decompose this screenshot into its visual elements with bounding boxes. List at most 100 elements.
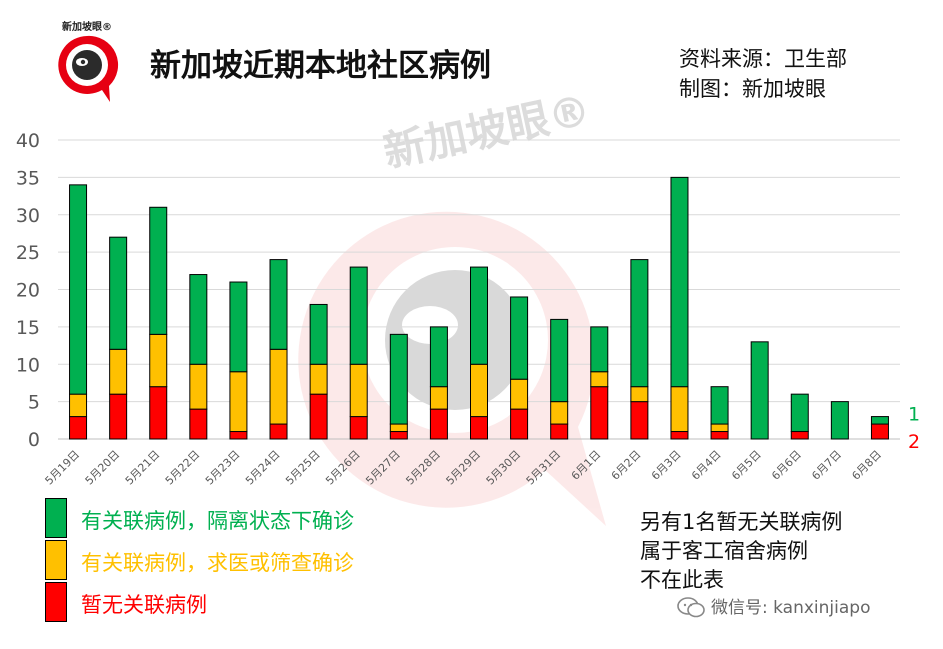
x-tick-label: 6月4日 xyxy=(689,448,724,483)
bar-segment xyxy=(550,423,569,440)
bar-segment xyxy=(470,363,488,418)
bar-segment xyxy=(109,348,128,395)
bar-segment xyxy=(790,393,809,433)
legend-swatch xyxy=(45,498,67,538)
legend-label: 有关联病例，求医或筛查确诊 xyxy=(81,551,354,575)
bar-segment xyxy=(269,348,288,425)
bar-segment xyxy=(710,386,729,425)
bar-segment xyxy=(670,176,689,388)
note-line: 不在此表 xyxy=(640,568,724,592)
x-tick-label: 5月19日 xyxy=(43,448,83,488)
legend-label: 有关联病例，隔离状态下确诊 xyxy=(81,509,354,533)
watermark-text: 新加坡眼® xyxy=(379,85,595,177)
bar-segment xyxy=(229,281,248,373)
wechat-id: 微信号: kanxinjiapo xyxy=(677,593,870,619)
chart-title: 新加坡近期本地社区病例 xyxy=(150,48,491,84)
bar-segment xyxy=(710,423,729,433)
bar-segment xyxy=(429,326,448,388)
bar-segment xyxy=(109,393,128,440)
bar-segment xyxy=(630,259,649,388)
watermark: 新加坡眼® xyxy=(298,85,606,526)
bar-segment xyxy=(470,416,488,440)
bar-segment xyxy=(389,333,408,425)
bar-segment xyxy=(229,371,248,433)
y-axis: 0 5 10 15 20 25 30 35 40 xyxy=(16,130,40,451)
x-tick-label: 5月23日 xyxy=(203,448,243,488)
bar-segment xyxy=(750,341,769,440)
y-tick-label: 5 xyxy=(28,392,40,414)
x-tick-label: 6月6日 xyxy=(769,448,804,483)
bar-segment xyxy=(189,274,208,365)
credit-line: 制图：新加坡眼 xyxy=(679,77,826,101)
bar-segment xyxy=(670,431,689,440)
bar-segment xyxy=(349,416,368,440)
y-tick-label: 0 xyxy=(28,429,40,451)
bar-segment xyxy=(870,423,889,440)
bar-segment xyxy=(349,363,368,418)
bar-segment xyxy=(870,416,889,425)
x-tick-label: 6月5日 xyxy=(729,448,764,483)
x-tick-label: 6月3日 xyxy=(649,448,684,483)
x-tick-label: 5月24日 xyxy=(243,448,283,488)
note-line: 属于客工宿舍病例 xyxy=(640,539,808,563)
legend-label: 暂无关联病例 xyxy=(81,593,207,617)
x-tick-label: 5月25日 xyxy=(283,448,323,488)
bar-segment xyxy=(189,408,208,440)
bar-segment xyxy=(710,431,729,440)
bar-segment xyxy=(149,333,168,388)
bar-segment xyxy=(269,423,288,440)
bar-segment xyxy=(69,416,88,440)
bar-segment xyxy=(510,296,529,380)
bar-segment xyxy=(189,363,208,410)
bar-segment xyxy=(109,236,128,350)
y-tick-label: 20 xyxy=(16,280,40,302)
bar-segment xyxy=(830,401,849,440)
wechat-icon xyxy=(677,597,705,618)
bar-segment xyxy=(149,386,168,440)
bar-segment xyxy=(550,318,569,403)
y-tick-label: 15 xyxy=(16,317,40,339)
y-tick-label: 40 xyxy=(16,130,40,152)
bar-segment xyxy=(470,266,488,365)
bar-segment xyxy=(149,206,168,335)
y-tick-label: 25 xyxy=(16,242,40,264)
end-labels: 12 xyxy=(908,404,920,453)
bar-segment xyxy=(69,184,88,395)
bar-segment xyxy=(630,386,649,403)
bar-segment xyxy=(550,401,569,425)
bar-segment xyxy=(229,431,248,440)
x-tick-label: 5月20日 xyxy=(83,448,123,488)
bar-segment xyxy=(269,259,288,350)
bar-segment xyxy=(309,363,328,395)
bar-segment xyxy=(670,386,689,433)
x-tick-label: 5月22日 xyxy=(163,448,203,488)
end-label-red: 2 xyxy=(908,431,920,453)
bar-segment xyxy=(389,431,408,440)
brand-logo: 新加坡眼® xyxy=(58,20,119,102)
bar-segment xyxy=(510,408,529,440)
source-line: 资料来源：卫生部 xyxy=(679,47,847,71)
bar-segment xyxy=(389,423,408,433)
bar-segment xyxy=(590,326,609,373)
bar-segment xyxy=(429,386,448,410)
x-tick-label: 6月2日 xyxy=(609,448,644,483)
bar-segment xyxy=(309,393,328,440)
y-tick-label: 30 xyxy=(16,205,40,227)
bar-segment xyxy=(510,378,529,410)
x-tick-label: 5月21日 xyxy=(123,448,163,488)
source-text: 资料来源：卫生部 制图：新加坡眼 xyxy=(679,44,847,104)
logo-text: 新加坡眼® xyxy=(62,20,112,33)
note-line: 另有1名暂无关联病例 xyxy=(640,510,843,534)
x-tick-label: 6月7日 xyxy=(809,448,844,483)
legend-swatch xyxy=(45,540,67,580)
bar-segment xyxy=(590,386,609,440)
bar-segment xyxy=(630,401,649,440)
x-tick-label: 6月8日 xyxy=(849,448,884,483)
end-label-green: 1 xyxy=(908,404,920,426)
bar-segment xyxy=(309,303,328,365)
bar-segment xyxy=(429,408,448,440)
bar-segment xyxy=(349,266,368,365)
y-tick-label: 35 xyxy=(16,167,40,189)
y-tick-label: 10 xyxy=(16,354,40,376)
